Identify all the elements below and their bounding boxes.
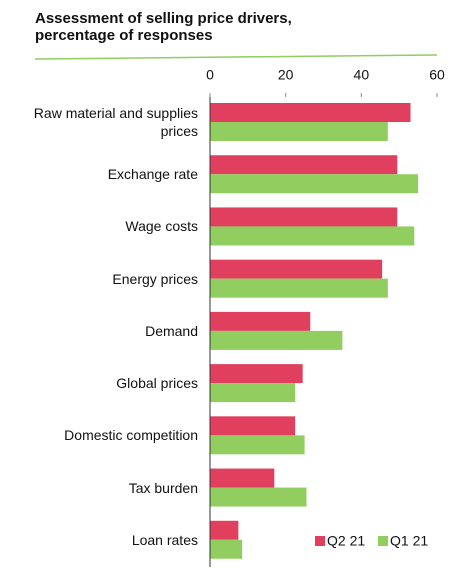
bar [210,311,311,331]
bar [210,278,388,298]
bar [210,103,411,122]
legend-swatch [378,536,388,546]
category-label: Exchange rate [107,166,198,183]
bar [210,330,343,350]
category-label: Demand [145,322,198,339]
x-tick-label: 40 [354,67,370,83]
category-label: Global prices [116,375,198,392]
category-label: Raw material and supplies prices [33,105,198,139]
bar [210,487,307,507]
bar [210,207,398,227]
bar [210,435,305,455]
category-label: Domestic competition [64,427,198,444]
bar [210,468,275,488]
chart-title: Assessment of selling price drivers, per… [35,10,292,44]
legend-label: Q1 21 [390,533,428,549]
bar [210,155,398,175]
category-label: Wage costs [125,218,198,235]
x-tick-label: 60 [429,67,445,83]
category-label: Loan rates [131,531,198,548]
category-label: Tax burden [128,479,198,496]
bar [210,174,419,194]
bar [210,122,388,141]
bar [210,226,415,246]
category-label: Energy prices [112,270,198,287]
bar [210,416,296,436]
legend-swatch [315,536,325,546]
bar [210,364,303,384]
x-tick-label: 0 [206,67,214,83]
x-tick-label: 20 [278,67,294,83]
bar [210,383,296,403]
title-rule [34,54,438,60]
bar [210,259,383,279]
bar [210,539,243,559]
bar [210,520,239,540]
legend-label: Q2 21 [327,533,365,549]
